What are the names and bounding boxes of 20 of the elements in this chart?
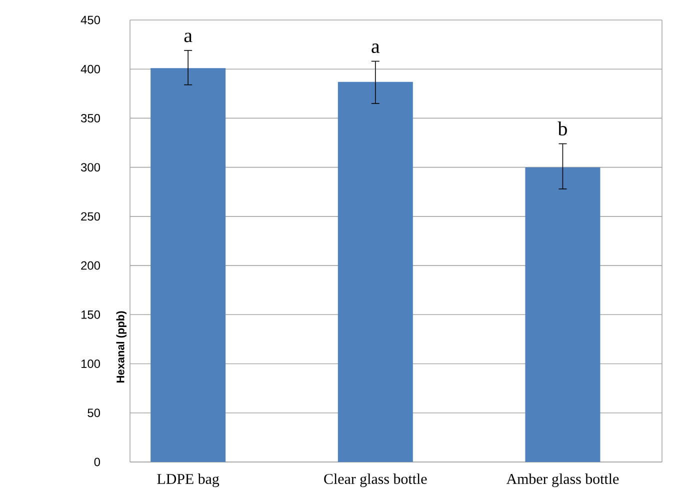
y-axis-title: Hexanal (ppb) [116,311,126,382]
x-tick-label: LDPE bag [157,474,220,488]
x-tick-label: Amber glass bottle [506,474,619,488]
bar [525,167,600,462]
y-tick-label: 0 [94,458,100,466]
y-tick-label: 450 [80,16,100,24]
y-tick-label: 150 [81,310,100,319]
y-tick-label: 250 [81,212,100,221]
y-tick-label: 100 [81,360,100,368]
annotation: b [558,122,567,136]
y-tick-label: 300 [80,163,100,172]
annotation: a [184,32,192,42]
y-tick-label: 400 [80,64,100,74]
y-tick-label: 200 [81,261,100,270]
y-tick-label: 50 [88,408,100,418]
bar [338,82,413,462]
bar [150,68,226,462]
x-tick-label: Clear glass bottle [324,474,427,488]
annotation: a [372,44,380,54]
y-tick-label: 350 [80,114,100,122]
